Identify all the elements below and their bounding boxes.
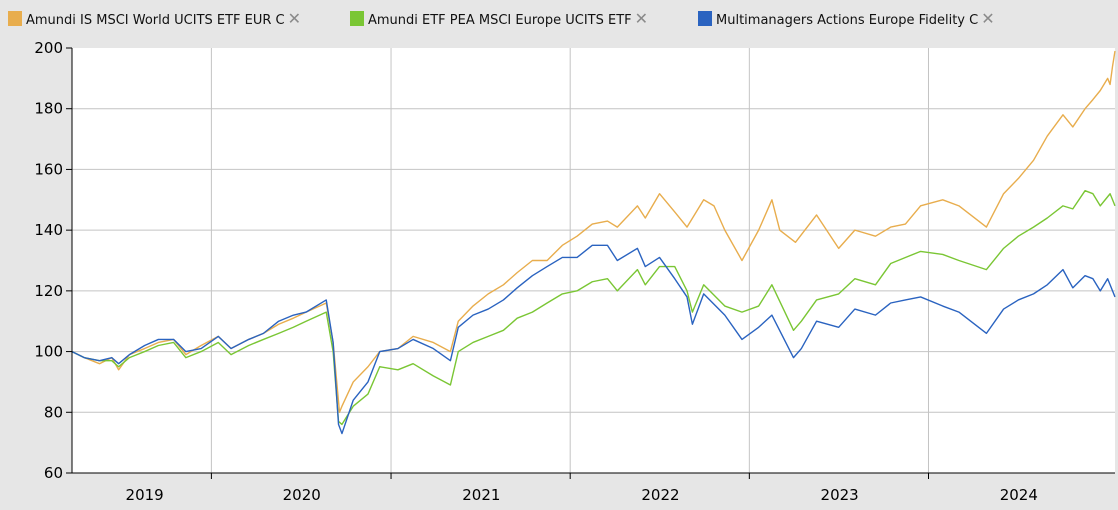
legend-swatch	[350, 11, 364, 26]
x-tick-label: 2020	[283, 486, 321, 504]
legend-item[interactable]: Multimanagers Actions Europe Fidelity C ✕	[698, 9, 995, 28]
close-icon[interactable]: ✕	[288, 9, 301, 28]
legend-item[interactable]: Amundi ETF PEA MSCI Europe UCITS ETF ✕	[350, 9, 648, 28]
close-icon[interactable]: ✕	[981, 9, 994, 28]
x-tick-label: 2019	[126, 486, 164, 504]
series-line	[71, 244, 1116, 435]
legend-swatch	[698, 11, 712, 26]
y-tick-label: 80	[44, 403, 63, 421]
y-tick-label: 60	[44, 464, 63, 482]
y-tick-label: 100	[34, 343, 63, 361]
legend-label: Amundi IS MSCI World UCITS ETF EUR C	[26, 13, 285, 28]
axes: 60 80 100 120 140 160 180 200 2019 2020 2021 2022 20…	[34, 39, 1115, 504]
x-tick-label: 2023	[821, 486, 859, 504]
legend-label: Multimanagers Actions Europe Fidelity C	[716, 13, 978, 28]
series-lines	[71, 50, 1116, 435]
grid	[72, 48, 1115, 473]
y-tick-label: 200	[34, 39, 63, 57]
x-tick-label: 2024	[1000, 486, 1038, 504]
y-tick-label: 140	[34, 221, 63, 239]
legend-item[interactable]: Amundi IS MSCI World UCITS ETF EUR C ✕	[8, 9, 301, 28]
plot-area	[72, 48, 1115, 473]
legend: Amundi IS MSCI World UCITS ETF EUR C ✕ Amu…	[8, 9, 995, 28]
series-line	[71, 189, 1116, 426]
legend-label: Amundi ETF PEA MSCI Europe UCITS ETF	[368, 13, 632, 28]
close-icon[interactable]: ✕	[635, 9, 648, 28]
x-tick-label: 2021	[462, 486, 500, 504]
y-tick-label: 120	[34, 282, 63, 300]
y-tick-label: 160	[34, 160, 63, 178]
legend-swatch	[8, 11, 22, 26]
y-tick-label: 180	[34, 100, 63, 118]
x-tick-label: 2022	[641, 486, 679, 504]
